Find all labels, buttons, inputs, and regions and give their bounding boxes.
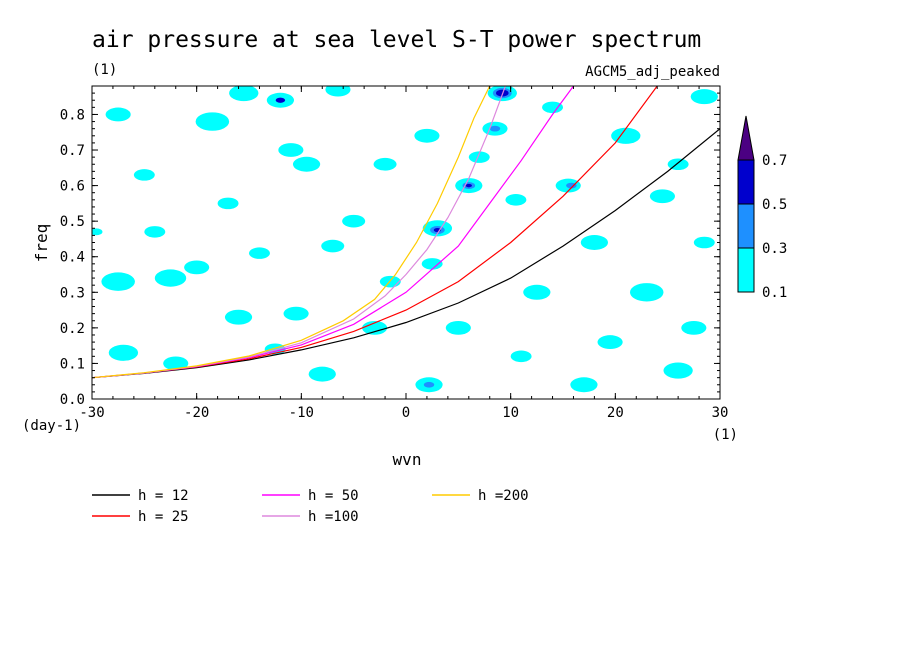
x-tick-label: -30 (79, 405, 104, 421)
contour-blob (421, 258, 443, 270)
contour-blob (292, 156, 321, 172)
contour-blob (423, 381, 435, 388)
contour-blob (108, 344, 139, 361)
contour-blob (542, 101, 563, 114)
contour-blob (445, 320, 471, 335)
contour-blob (629, 283, 664, 302)
x-tick-label: 30 (712, 405, 729, 421)
chart-subtitle: (1) (92, 62, 117, 78)
x-axis-label: wvn (393, 450, 422, 469)
contour-blob (597, 335, 623, 349)
contour-blob (489, 125, 501, 132)
contour-blob (505, 194, 527, 206)
contour-blob (249, 247, 270, 259)
y-axis-label: freq (32, 224, 51, 263)
y-tick-label: 0.5 (60, 214, 85, 230)
contour-blob (373, 157, 397, 171)
contour-blob (611, 127, 641, 144)
y-tick-label: 0.0 (60, 392, 85, 408)
x-axis: -30 -20 -10 0 10 20 30 (79, 86, 728, 421)
colorbar-segment (737, 159, 755, 205)
colorbar-extend-triangle (737, 115, 755, 161)
colorbar-label: 0.7 (762, 153, 787, 169)
contour-fill-group (92, 86, 718, 393)
y-unit-label: (day-1) (22, 418, 81, 434)
contour-blob (510, 350, 532, 363)
contour-blob (278, 143, 304, 157)
contour-blob (414, 128, 440, 143)
x-tick-label: 0 (402, 405, 410, 421)
legend-label: h = 50 (308, 488, 359, 504)
y-axis: 0.0 0.1 0.2 0.3 0.4 0.5 0.6 0.7 0.8 (60, 85, 720, 408)
x-tick-label: 20 (607, 405, 624, 421)
contour-blob (681, 320, 707, 335)
contour-blob (465, 183, 472, 188)
contour-blob (92, 228, 103, 236)
contour-blob (133, 169, 155, 181)
colorbar-label: 0.3 (762, 241, 787, 257)
contour-blob (693, 236, 715, 249)
contour-blob (184, 260, 210, 275)
x-tick-label: -20 (184, 405, 209, 421)
contour-blob (690, 89, 718, 105)
y-tick-label: 0.7 (60, 143, 85, 159)
colorbar: 0.1 0.3 0.5 0.7 (737, 115, 787, 301)
y-tick-label: 0.8 (60, 107, 85, 123)
legend-label: h =200 (478, 488, 529, 504)
x-tick-label: -10 (289, 405, 314, 421)
contour-blob (468, 151, 490, 163)
contour-blob (144, 226, 166, 238)
legend-label: h = 25 (138, 509, 189, 525)
y-tick-label: 0.2 (60, 321, 85, 337)
contour-blob (321, 239, 345, 253)
contour-blob (275, 97, 286, 103)
contour-blob (101, 272, 135, 291)
legend: h = 12 h = 25 h = 50 h =100 h =200 (92, 488, 529, 525)
legend-label: h = 12 (138, 488, 189, 504)
contour-blob (523, 284, 551, 300)
contour-blob (229, 86, 259, 102)
contour-blob (224, 309, 253, 325)
contour-blob (283, 306, 309, 321)
contour-blob (663, 362, 693, 379)
contour-blob (308, 366, 336, 382)
colorbar-label: 0.1 (762, 285, 787, 301)
series-line (92, 128, 720, 379)
contour-blob (195, 112, 230, 131)
contour-blob (163, 356, 189, 371)
contour-blob (649, 189, 675, 204)
contour-blob (570, 377, 598, 393)
contour-blob (566, 182, 577, 189)
model-label: AGCM5_adj_peaked (585, 64, 720, 80)
contour-blob (217, 197, 239, 210)
colorbar-segment (737, 203, 755, 249)
contour-blob (105, 107, 131, 122)
x-unit-label: (1) (713, 427, 738, 443)
contour-blob (580, 235, 609, 250)
contour-blob (362, 320, 388, 335)
y-tick-label: 0.4 (60, 250, 85, 266)
series-line (92, 86, 491, 379)
legend-label: h =100 (308, 509, 359, 525)
colorbar-label: 0.5 (762, 197, 787, 213)
x-tick-label: 10 (502, 405, 519, 421)
contour-blob (154, 269, 187, 287)
chart-title: air pressure at sea level S-T power spec… (92, 27, 701, 53)
contour-blob (325, 86, 351, 97)
contour-blob (342, 214, 366, 228)
y-tick-label: 0.6 (60, 179, 85, 195)
dispersion-curves (92, 86, 720, 379)
y-tick-label: 0.3 (60, 285, 85, 301)
y-tick-label: 0.1 (60, 356, 85, 372)
colorbar-segment (737, 247, 755, 293)
